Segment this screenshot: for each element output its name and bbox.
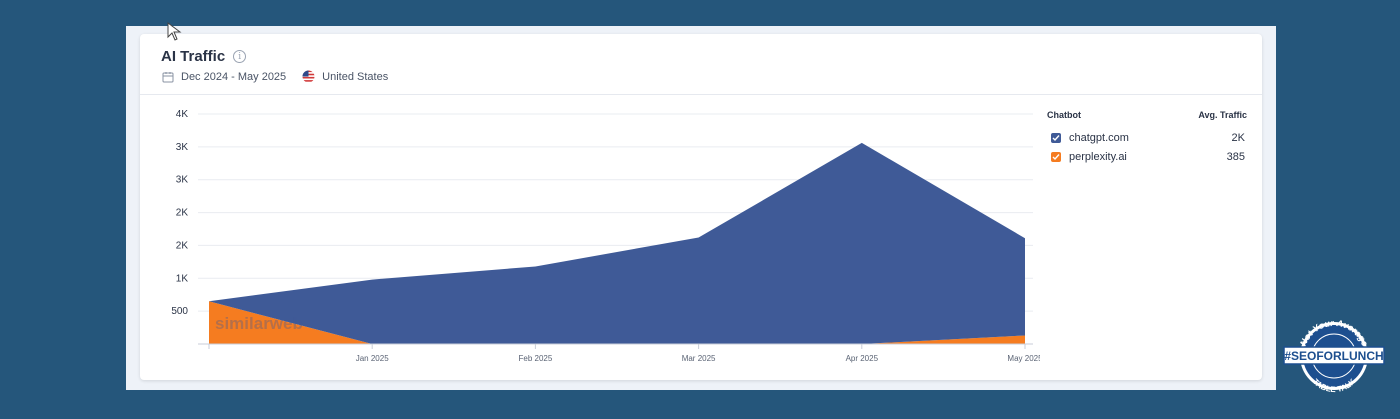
- legend-value: 2K: [1231, 131, 1245, 144]
- legend-value: 385: [1226, 150, 1245, 163]
- x-tick-label: Mar 2025: [682, 354, 716, 363]
- y-tick-label: 3K: [176, 142, 189, 153]
- legend-header: Chatbot Avg. Traffic: [1047, 110, 1247, 120]
- filter-row: Dec 2024 - May 2025 United States: [162, 70, 388, 83]
- chart-legend: Chatbot Avg. Traffic chatgpt.com 2K perp…: [1047, 110, 1247, 166]
- x-tick-label: Jan 2025: [356, 354, 389, 363]
- y-tick-label: 1K: [176, 273, 189, 284]
- legend-col-chatbot: Chatbot: [1047, 110, 1081, 120]
- y-tick-label: 2K: [176, 240, 189, 251]
- area-series-chatgpt-com[interactable]: [209, 142, 1025, 344]
- traffic-area-chart: similarweb 500 1K 2K 2K 3K 3K 4K Jan 2025 Feb 20…: [171, 109, 1040, 363]
- x-tick-label: Apr 2025: [846, 354, 879, 363]
- header-divider: [140, 94, 1262, 95]
- legend-col-traffic: Avg. Traffic: [1198, 110, 1247, 120]
- checkbox-icon[interactable]: [1051, 132, 1061, 143]
- mouse-pointer-icon: [167, 22, 182, 41]
- x-tick-label: Feb 2025: [518, 354, 552, 363]
- us-flag-icon: [302, 70, 315, 83]
- y-tick-label: 3K: [176, 175, 189, 186]
- legend-item-chatgpt[interactable]: chatgpt.com 2K: [1047, 128, 1247, 147]
- similarweb-watermark: similarweb: [215, 314, 303, 333]
- card-title: AI Traffic: [161, 48, 226, 65]
- legend-item-perplexity[interactable]: perplexity.ai 385: [1047, 147, 1247, 166]
- y-tick-label: 2K: [176, 208, 189, 219]
- country-selector[interactable]: United States: [322, 70, 389, 83]
- y-tick-label: 4K: [176, 109, 189, 120]
- seoforlunch-badge: Not Your Average TABLE TALK #SEOFORLUNCH: [1283, 318, 1385, 394]
- x-tick-label: May 2025: [1007, 354, 1040, 363]
- checkbox-icon[interactable]: [1051, 151, 1061, 162]
- legend-label: perplexity.ai: [1069, 150, 1127, 163]
- area-series-perplexity-ai[interactable]: [209, 301, 1025, 344]
- y-tick-label: 500: [171, 306, 188, 317]
- info-icon[interactable]: i: [233, 50, 247, 63]
- badge-main-text: #SEOFORLUNCH: [1284, 349, 1383, 363]
- card-header: AI Traffic i: [161, 48, 247, 65]
- date-range[interactable]: Dec 2024 - May 2025: [181, 70, 287, 83]
- calendar-icon: [162, 71, 174, 82]
- legend-label: chatgpt.com: [1069, 131, 1129, 144]
